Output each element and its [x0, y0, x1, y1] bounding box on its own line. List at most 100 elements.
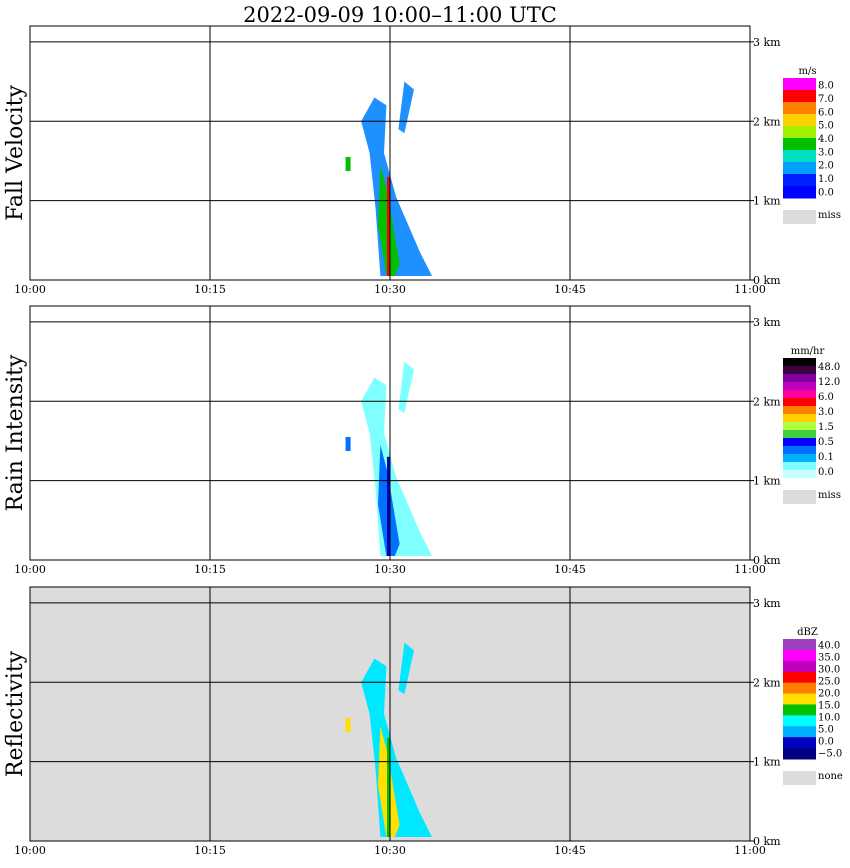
colorbar-swatch	[783, 174, 816, 187]
colorbar-unit: mm/hr	[791, 346, 825, 357]
echo-plume	[361, 658, 432, 838]
x-tick-label: 10:30	[374, 563, 406, 576]
colorbar-label: 30.0	[818, 665, 840, 676]
colorbar-swatch	[783, 126, 816, 139]
echo-plume	[361, 97, 432, 277]
y-tick-label: 1 km	[753, 756, 781, 769]
panel-2: 0 km 1 km 2 km 3 km 10:00 10:15 10:30 10:45 11:0…	[3, 586, 843, 857]
colorbar-swatch	[783, 90, 816, 103]
x-tick-label: 10:45	[554, 844, 586, 857]
y-axis-title: Fall Velocity	[3, 85, 28, 221]
colorbar-swatch	[783, 78, 816, 91]
panel-0: 0 km 1 km 2 km 3 km 10:00 10:15 10:30 10:45 11:0…	[3, 25, 841, 296]
echo-plume	[361, 377, 432, 557]
colorbar-label: 0.0	[818, 467, 834, 478]
colorbar-miss-swatch	[783, 210, 816, 224]
colorbar-label: 1.5	[818, 422, 834, 433]
colorbar-swatch	[783, 374, 816, 383]
colorbar-label: 20.0	[818, 689, 840, 700]
colorbar-label: −5.0	[818, 749, 842, 760]
colorbar-label: 0.0	[818, 737, 834, 748]
plot-frame	[29, 586, 751, 842]
x-tick-label: 10:15	[194, 563, 226, 576]
colorbar-label: 2.0	[818, 161, 834, 172]
figure-title: 2022-09-09 10:00–11:00 UTC	[243, 3, 557, 27]
plot-frame	[29, 305, 751, 561]
side-echo	[345, 436, 351, 451]
colorbar-label: 12.0	[818, 377, 840, 388]
x-tick-label: 10:15	[194, 844, 226, 857]
colorbar-swatch	[783, 446, 816, 455]
colorbar-swatch	[783, 406, 816, 415]
colorbar-label: 5.0	[818, 121, 834, 132]
colorbar-swatch	[783, 422, 816, 431]
colorbar-swatch	[783, 430, 816, 439]
colorbar-label: 3.0	[818, 147, 834, 158]
colorbar-label: 48.0	[818, 362, 840, 373]
colorbar-swatch	[783, 138, 816, 151]
colorbar-unit: dBZ	[797, 627, 818, 638]
colorbar-swatch	[783, 660, 816, 673]
colorbar-label: 15.0	[818, 701, 840, 712]
colorbar-swatch	[783, 390, 816, 399]
x-tick-label: 10:45	[554, 283, 586, 296]
side-echo	[345, 717, 351, 732]
x-tick-label: 10:30	[374, 283, 406, 296]
colorbar-miss-label: none	[818, 771, 843, 782]
y-tick-label: 2 km	[753, 676, 781, 689]
colorbar-miss-label: miss	[818, 210, 841, 221]
side-echo	[345, 156, 351, 171]
x-tick-label: 11:00	[734, 283, 766, 296]
x-tick-label: 10:00	[14, 563, 46, 576]
colorbar-swatch	[783, 454, 816, 463]
colorbar-swatch	[783, 470, 816, 479]
upper-echo	[398, 642, 414, 695]
x-tick-label: 10:00	[14, 283, 46, 296]
colorbar-swatch	[783, 748, 816, 760]
y-tick-label: 3 km	[753, 316, 781, 329]
colorbar-label: 6.0	[818, 392, 834, 403]
colorbar-swatch	[783, 186, 816, 199]
x-tick-label: 11:00	[734, 563, 766, 576]
echo-peak	[387, 737, 390, 838]
colorbar-swatch	[783, 366, 816, 375]
x-tick-label: 10:45	[554, 563, 586, 576]
y-tick-label: 1 km	[753, 475, 781, 488]
colorbar-label: 8.0	[818, 81, 834, 92]
x-tick-label: 11:00	[734, 844, 766, 857]
y-tick-label: 3 km	[753, 36, 781, 49]
y-axis-title: Reflectivity	[3, 650, 28, 777]
colorbar-unit: m/s	[799, 66, 817, 77]
y-tick-label: 2 km	[753, 395, 781, 408]
colorbar-label: 0.0	[818, 187, 834, 198]
colorbar-swatch	[783, 102, 816, 115]
colorbar-swatch	[783, 114, 816, 127]
colorbar-swatch	[783, 382, 816, 391]
colorbar-swatch	[783, 649, 816, 662]
colorbar-swatch	[783, 671, 816, 684]
colorbar-label: 1.0	[818, 174, 834, 185]
colorbar-swatch	[783, 715, 816, 727]
colorbar-swatch	[783, 693, 816, 705]
colorbar-swatch	[783, 462, 816, 471]
colorbar-miss-label: miss	[818, 490, 841, 501]
panel-1: 0 km 1 km 2 km 3 km 10:00 10:15 10:30 10:45 11:0…	[3, 305, 841, 576]
y-tick-label: 0 km	[753, 835, 781, 848]
y-tick-label: 2 km	[753, 115, 781, 128]
x-tick-label: 10:30	[374, 844, 406, 857]
colorbar-swatch	[783, 438, 816, 447]
colorbar-label: 5.0	[818, 725, 834, 736]
colorbar-label: 35.0	[818, 653, 840, 664]
x-tick-label: 10:15	[194, 283, 226, 296]
colorbar-label: 4.0	[818, 134, 834, 145]
y-tick-label: 3 km	[753, 597, 781, 610]
colorbar-label: 6.0	[818, 107, 834, 118]
y-tick-label: 0 km	[753, 274, 781, 287]
colorbar-swatch	[783, 162, 816, 175]
colorbar-miss-swatch	[783, 490, 816, 504]
echo-peak	[387, 456, 390, 557]
colorbar-swatch	[783, 726, 816, 738]
colorbar-swatch	[783, 682, 816, 695]
colorbar-label: 7.0	[818, 94, 834, 105]
y-tick-label: 1 km	[753, 195, 781, 208]
